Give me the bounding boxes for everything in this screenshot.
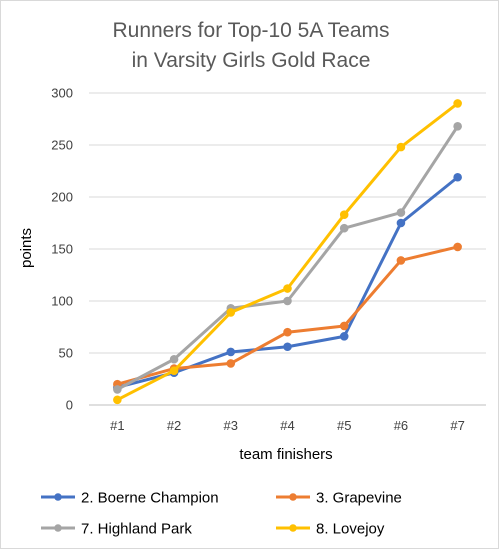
chart-title-line-1: Runners for Top-10 5A Teams [112,19,389,42]
chart-title-line-2: in Varsity Girls Gold Race [132,49,371,72]
legend-marker [289,493,297,501]
y-axis-title: points [18,228,35,268]
data-point [169,366,179,375]
series-group [113,99,462,405]
data-point [113,395,122,405]
data-point [283,284,292,293]
data-point [283,342,292,352]
y-tick-label: 300 [51,86,73,101]
series-line [116,102,459,402]
series-2 [113,242,462,389]
y-tick-label: 150 [51,242,73,257]
legend-label: 7. Highland Park [81,521,192,538]
x-axis-ticks: #1 #2 #3 #4 #5 #6 #7 [110,418,465,433]
legend-marker [54,493,62,501]
legend-item: 8. Lovejoy [276,521,385,538]
y-tick-label: 0 [66,398,73,413]
legend-label: 8. Lovejoy [316,521,385,538]
chart-title: Runners for Top-10 5A Teams in Varsity G… [112,19,389,72]
legend-label: 2. Boerne Champion [81,490,219,507]
series-4 [113,99,462,405]
y-tick-label: 100 [51,294,73,309]
x-tick-label: #1 [110,418,124,433]
legend-marker [54,524,62,532]
data-point [226,347,236,357]
data-point [339,210,349,219]
x-tick-label: #3 [224,418,238,433]
x-tick-label: #4 [280,418,294,433]
data-point [453,121,462,131]
legend-item: 2. Boerne Champion [41,490,219,507]
data-point [396,142,406,152]
x-tick-label: #7 [450,418,464,433]
data-point [283,296,292,306]
series-1 [113,172,462,392]
data-point [453,99,462,108]
data-point [396,208,406,217]
data-point [226,359,236,368]
x-tick-label: #2 [167,418,181,433]
series-line [116,176,459,389]
data-point [339,321,349,331]
data-point [453,242,462,252]
gridlines [89,92,486,354]
data-point [453,172,462,182]
data-point [396,218,406,228]
legend: 2. Boerne Champion 3. Grapevine 7. Highlan… [41,490,402,538]
y-tick-label: 250 [51,138,73,153]
data-point [113,385,122,394]
legend-label: 3. Grapevine [316,490,402,507]
y-tick-label: 50 [59,346,73,361]
data-point [283,327,292,337]
data-point [339,223,349,233]
legend-marker [289,524,297,532]
y-axis-ticks: 0 50 100 150 200 250 300 [51,86,73,413]
data-point [226,308,236,317]
y-tick-label: 200 [51,190,73,205]
legend-item: 7. Highland Park [41,521,192,538]
data-point [339,332,349,341]
data-point [396,256,406,265]
series-3 [113,121,462,394]
legend-item: 3. Grapevine [276,490,402,507]
x-tick-label: #6 [394,418,408,433]
data-point [169,354,179,364]
x-axis-title: team finishers [239,446,332,463]
x-tick-label: #5 [337,418,351,433]
